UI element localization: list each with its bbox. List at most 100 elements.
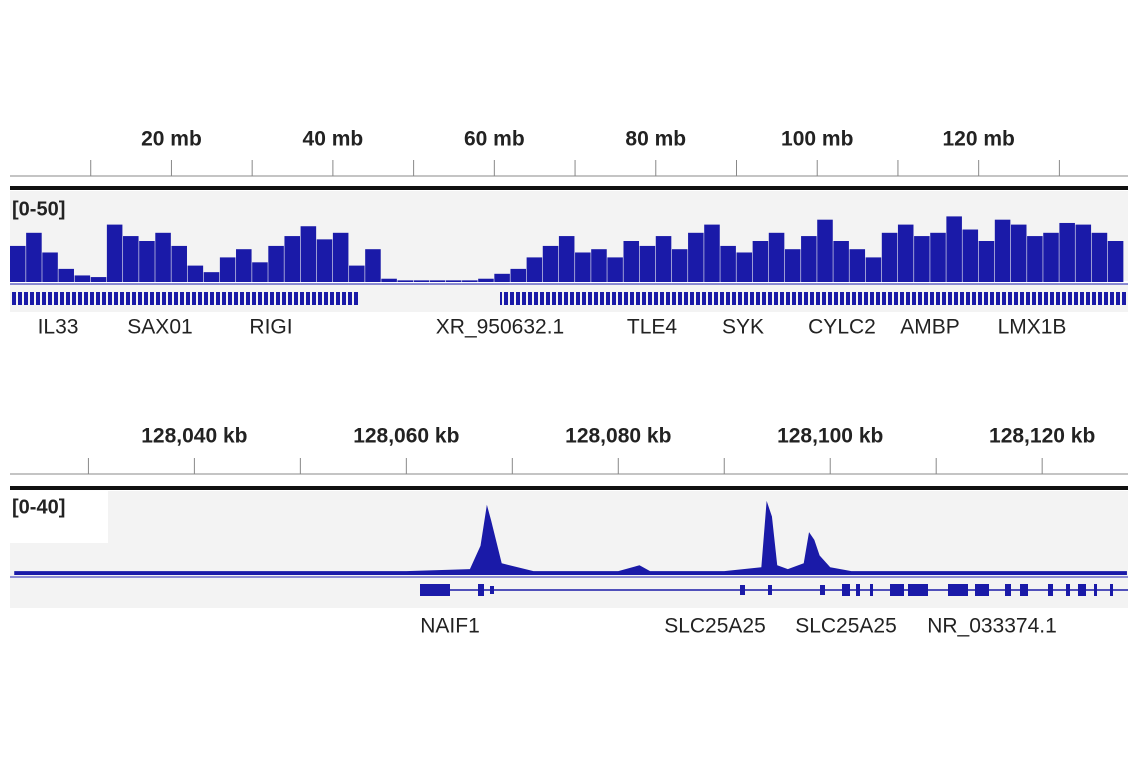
signal-bar (203, 272, 220, 282)
signal-bar (655, 236, 672, 282)
gene-features (500, 292, 1127, 305)
signal-bar (962, 229, 979, 282)
gene-features (10, 292, 360, 305)
tick-label: 128,100 kb (777, 425, 883, 448)
signal-bar (591, 249, 607, 282)
signal-bar (10, 245, 26, 282)
signal-bar (817, 219, 833, 282)
signal-bar (268, 245, 284, 282)
signal-bar (1107, 241, 1124, 282)
signal-bar (381, 278, 397, 282)
signal-bar (784, 249, 801, 282)
signal-bar (187, 265, 204, 282)
signal-bar (542, 245, 559, 282)
signal-bar (946, 216, 962, 282)
gene-label: SLC25A25 (795, 615, 897, 638)
gene-label: LMX1B (998, 316, 1067, 339)
signal-bar (1059, 222, 1075, 282)
range-label: [0-40] (12, 496, 65, 518)
tick-label: 128,060 kb (353, 425, 459, 448)
signal-bar (671, 249, 688, 282)
tick-label: 40 mb (303, 128, 364, 151)
tick-label: 80 mb (625, 128, 686, 151)
signal-bar (365, 249, 381, 282)
signal-bar (978, 241, 995, 282)
gene-models (420, 584, 1128, 596)
tick-label: 20 mb (141, 128, 202, 151)
signal-bar (1091, 232, 1108, 282)
signal-bar (478, 278, 494, 282)
signal-bar (155, 232, 171, 282)
tick-label: 60 mb (464, 128, 525, 151)
signal-bar (332, 232, 349, 282)
signal-bar (1075, 224, 1092, 282)
signal-bar (300, 226, 317, 282)
signal-bar (219, 257, 236, 282)
signal-bar (106, 224, 123, 282)
signal-bar (349, 265, 365, 282)
signal-bar (801, 236, 817, 282)
signal-bar (639, 245, 656, 282)
gene-label: AMBP (900, 316, 960, 339)
signal-bar (558, 236, 575, 282)
signal-bar (930, 232, 946, 282)
signal-bar (623, 241, 640, 282)
gene-label: NAIF1 (420, 615, 480, 638)
divider (10, 186, 1128, 190)
gene-label: IL33 (38, 316, 79, 339)
track-bg (10, 491, 1128, 576)
signal-bar (123, 236, 139, 282)
signal-bar (26, 232, 42, 282)
gene-label: SAX01 (127, 316, 192, 339)
signal-bar (429, 280, 446, 282)
signal-bar (1027, 236, 1043, 282)
divider (10, 486, 1128, 490)
signal-bar (462, 280, 478, 282)
signal-bar (397, 280, 414, 282)
gene-track-bg (10, 578, 1128, 608)
tick-label: 128,040 kb (141, 425, 247, 448)
gene-label: SYK (722, 316, 764, 339)
gene-label: XR_950632.1 (436, 316, 564, 339)
signal-bar (171, 245, 187, 282)
signal-bar (865, 257, 882, 282)
signal-bar (510, 268, 527, 282)
gene-label: RIGI (249, 316, 292, 339)
signal-bar (994, 219, 1011, 282)
signal-bar (413, 280, 430, 282)
signal-bar (720, 245, 736, 282)
tick-label: 128,120 kb (989, 425, 1095, 448)
signal-bar (139, 241, 155, 282)
signal-bar (607, 257, 623, 282)
signal-bar (1010, 224, 1027, 282)
signal-bar (74, 275, 91, 282)
signal-bar (704, 224, 720, 282)
signal-bar (849, 249, 866, 282)
signal-bar (752, 241, 769, 282)
signal-bar (58, 268, 74, 282)
gene-label: TLE4 (627, 316, 678, 339)
signal-bar (768, 232, 785, 282)
tick-label: 128,080 kb (565, 425, 671, 448)
signal-bar (445, 280, 462, 282)
signal-bar (252, 262, 268, 282)
gene-label: SLC25A25 (664, 615, 766, 638)
signal-bar (914, 236, 930, 282)
signal-bar (316, 239, 333, 282)
label-bg (10, 491, 108, 543)
signal-bar (833, 241, 849, 282)
signal-bar (494, 273, 510, 282)
gene-label: NR_033374.1 (927, 615, 1057, 638)
tick-label: 120 mb (942, 128, 1014, 151)
signal-bar (575, 252, 591, 282)
range-label: [0-50] (12, 198, 65, 220)
signal-bar (526, 257, 543, 282)
signal-bar (736, 252, 753, 282)
signal-bar (688, 232, 704, 282)
signal-bar (42, 252, 58, 282)
signal-bar (90, 277, 107, 282)
tick-label: 100 mb (781, 128, 853, 151)
signal-bar (897, 224, 914, 282)
signal-bar (236, 249, 252, 282)
